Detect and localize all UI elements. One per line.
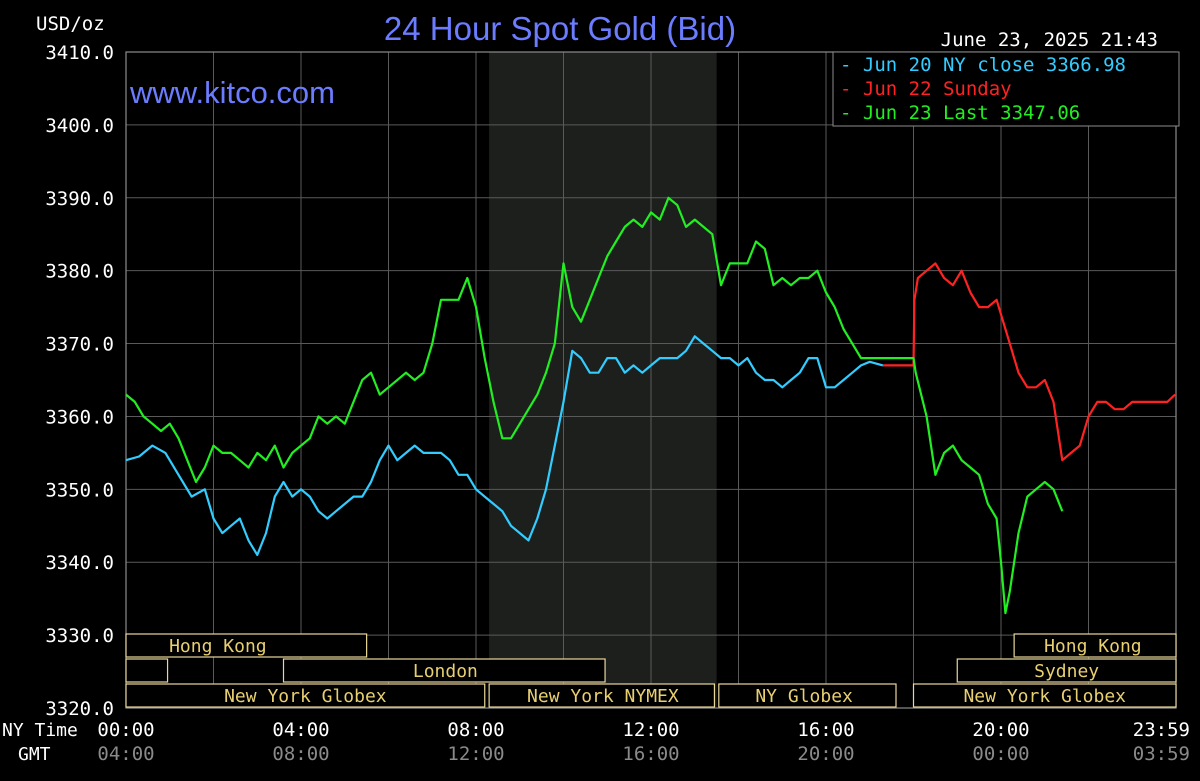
x-tick-label: 00:00 [972, 743, 1029, 765]
session-label: London [413, 661, 478, 682]
y-tick-label: 3360.0 [45, 406, 114, 428]
series-line [125, 196, 1064, 615]
x-tick-label: 20:00 [797, 743, 854, 765]
y-tick-label: 3410.0 [45, 42, 114, 64]
legend-box [832, 51, 1180, 127]
series-line [882, 262, 1176, 462]
x-tick-label: 04:00 [272, 719, 329, 741]
session-label: New York NYMEX [527, 686, 679, 707]
x-tick-label: 08:00 [272, 743, 329, 765]
x-tick-label: 16:00 [622, 743, 679, 765]
y-tick-label: 3390.0 [45, 188, 114, 210]
trading-session-shade [489, 52, 717, 708]
y-tick-label: 3320.0 [45, 698, 114, 720]
session-bar [125, 633, 368, 658]
unit-label: USD/oz [36, 13, 105, 35]
x-tick-label: 16:00 [797, 719, 854, 741]
x-tick-label: 03:59 [1133, 743, 1190, 765]
market-session-bars: Hong Kong Hong Kong London Sydney New York G… [125, 633, 1177, 708]
timestamp: June 23, 2025 21:43 [941, 29, 1158, 51]
legend-entry: - Jun 23 Last 3347.06 [840, 102, 1080, 124]
x-tick-label: 23:59 [1133, 719, 1190, 741]
session-label: Hong Kong [169, 636, 267, 657]
session-label: Hong Kong [1044, 636, 1142, 657]
chart-title: 24 Hour Spot Gold (Bid) [384, 10, 736, 47]
session-label: New York Globex [963, 686, 1126, 707]
y-tick-label: 3380.0 [45, 261, 114, 283]
session-bar [488, 683, 716, 708]
session-bar [1013, 633, 1177, 658]
session-label: New York Globex [224, 686, 387, 707]
session-bar [282, 658, 606, 683]
y-tick-label: 3330.0 [45, 625, 114, 647]
y-tick-label: 3350.0 [45, 479, 114, 501]
y-axis-tick-labels: 3410.0 3400.0 3390.0 3380.0 3370.0 3360.0 3350… [45, 42, 114, 720]
session-bar [125, 658, 169, 683]
x-tick-label: 04:00 [97, 743, 154, 765]
plot-border [125, 51, 1177, 709]
session-label: NY Globex [755, 686, 853, 707]
session-bar [125, 683, 486, 708]
x-tick-label: 12:00 [622, 719, 679, 741]
x-tick-label: 08:00 [447, 719, 504, 741]
session-bar [912, 683, 1177, 708]
x-tick-label: 00:00 [97, 719, 154, 741]
x-tick-label: 20:00 [972, 719, 1029, 741]
y-tick-label: 3400.0 [45, 115, 114, 137]
session-bar [718, 683, 897, 708]
legend: - Jun 20 NY close 3366.98- Jun 22 Sunday… [840, 54, 1126, 124]
session-label: Sydney [1034, 661, 1099, 682]
x-axis-row-label: GMT [18, 744, 51, 765]
watermark: www.kitco.com [129, 75, 335, 110]
price-series [125, 196, 1176, 615]
series-line [125, 335, 884, 556]
x-tick-label: 12:00 [447, 743, 504, 765]
x-axis-row-label: NY Time [2, 720, 78, 741]
legend-entry: - Jun 20 NY close 3366.98 [840, 54, 1126, 76]
session-bar [956, 658, 1177, 683]
y-tick-label: 3340.0 [45, 552, 114, 574]
legend-entry: - Jun 22 Sunday [840, 78, 1012, 100]
y-tick-label: 3370.0 [45, 334, 114, 356]
x-axis-tick-labels: NY Time 00:00 04:00 08:00 12:00 16:00 20:00 23:… [2, 719, 1190, 765]
